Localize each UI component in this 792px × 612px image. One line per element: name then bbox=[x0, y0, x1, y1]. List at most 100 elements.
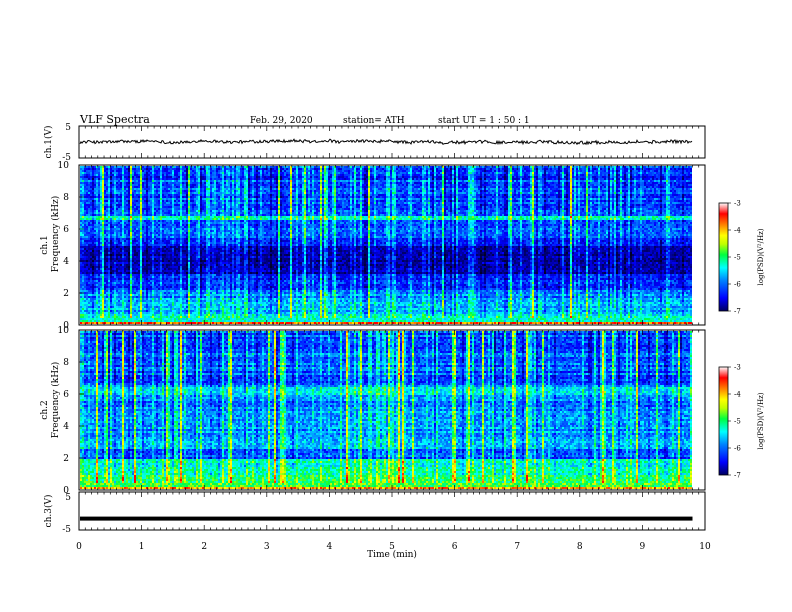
spectrogram-cell bbox=[188, 282, 190, 284]
spectrogram-cell bbox=[126, 226, 128, 228]
spectrogram-cell bbox=[118, 172, 120, 174]
spectrogram-cell bbox=[196, 228, 198, 230]
spectrogram-cell bbox=[184, 176, 186, 178]
spectrogram-cell bbox=[142, 168, 144, 170]
spectrogram-cell bbox=[138, 242, 140, 244]
spectrogram-cell bbox=[98, 272, 100, 274]
spectrogram-cell bbox=[142, 272, 144, 274]
spectrogram-cell bbox=[188, 276, 190, 278]
spectrogram-cell bbox=[80, 312, 82, 314]
spectrogram-cell bbox=[110, 248, 112, 250]
spectrogram-cell bbox=[158, 260, 160, 262]
spectrogram-cell bbox=[120, 194, 122, 196]
spectrogram-cell bbox=[120, 224, 122, 226]
spectrogram-cell bbox=[124, 178, 126, 180]
spectrogram-cell bbox=[190, 216, 192, 218]
spectrogram-cell bbox=[106, 304, 108, 306]
spectrogram-cell bbox=[140, 262, 142, 264]
spectrogram-cell bbox=[146, 318, 148, 320]
spectrogram-cell bbox=[160, 190, 162, 192]
spectrogram-cell bbox=[170, 214, 172, 216]
spectrogram-cell bbox=[108, 240, 110, 242]
spectrogram-cell bbox=[104, 168, 106, 170]
spectrogram-cell bbox=[164, 192, 166, 194]
spectrogram-cell bbox=[192, 318, 194, 320]
spectrogram-cell bbox=[108, 178, 110, 180]
spectrogram-cell bbox=[108, 274, 110, 276]
spectrogram-cell bbox=[134, 168, 136, 170]
spectrogram-cell bbox=[168, 250, 170, 252]
spectrogram-cell bbox=[188, 176, 190, 178]
spectrogram-cell bbox=[104, 234, 106, 236]
spectrogram-cell bbox=[118, 322, 120, 324]
spectrogram-cell bbox=[110, 222, 112, 224]
spectrogram-cell bbox=[142, 246, 144, 248]
station-label: station= ATH bbox=[343, 116, 405, 126]
spectrogram-cell bbox=[112, 256, 114, 258]
spectrogram-cell bbox=[194, 322, 196, 324]
spectrogram-cell bbox=[124, 260, 126, 262]
spectrogram-cell bbox=[130, 290, 132, 292]
spectrogram-cell bbox=[94, 190, 96, 192]
spectrogram-cell bbox=[182, 220, 184, 222]
spectrogram-cell bbox=[166, 194, 168, 196]
spectrogram-cell bbox=[128, 228, 130, 230]
spectrogram-cell bbox=[136, 232, 138, 234]
spectrogram-cell bbox=[122, 290, 124, 292]
spectrogram-cell bbox=[88, 168, 90, 170]
spectrogram-cell bbox=[162, 308, 164, 310]
spectrogram-cell bbox=[170, 270, 172, 272]
spectrogram-cell bbox=[136, 190, 138, 192]
spectrogram-cell bbox=[168, 312, 170, 314]
spectrogram-cell bbox=[94, 322, 96, 324]
spectrogram-cell bbox=[156, 314, 158, 316]
spectrogram-cell bbox=[110, 286, 112, 288]
spectrogram-cell bbox=[86, 264, 88, 266]
spectrogram-cell bbox=[198, 166, 200, 168]
spectrogram-cell bbox=[128, 286, 130, 288]
spectrogram-cell bbox=[164, 222, 166, 224]
spectrogram-cell bbox=[150, 226, 152, 228]
spectrogram-cell bbox=[180, 308, 182, 310]
spectrogram-cell bbox=[128, 174, 130, 176]
spectrogram-cell bbox=[118, 202, 120, 204]
spectrogram-cell bbox=[194, 300, 196, 302]
spectrogram-cell bbox=[196, 318, 198, 320]
spectrogram-cell bbox=[132, 170, 134, 172]
spectrogram-cell bbox=[168, 228, 170, 230]
spectrogram-cell bbox=[160, 320, 162, 322]
spectrogram-cell bbox=[114, 268, 116, 270]
spectrogram-cell bbox=[186, 284, 188, 286]
spectrogram-cell bbox=[168, 292, 170, 294]
spectrogram-cell bbox=[112, 180, 114, 182]
spectrogram-cell bbox=[168, 310, 170, 312]
spectrogram-cell bbox=[82, 314, 84, 316]
spectrogram-cell bbox=[136, 196, 138, 198]
spectrogram-cell bbox=[184, 200, 186, 202]
spectrogram-cell bbox=[126, 286, 128, 288]
spectrogram-cell bbox=[118, 292, 120, 294]
spectrogram-cell bbox=[104, 214, 106, 216]
spectrogram-cell bbox=[132, 318, 134, 320]
spectrogram-cell bbox=[156, 280, 158, 282]
spectrogram-cell bbox=[196, 170, 198, 172]
spectrogram-cell bbox=[96, 214, 98, 216]
spectrogram-cell bbox=[144, 236, 146, 238]
spectrogram-cell bbox=[130, 196, 132, 198]
spectrogram-cell bbox=[86, 320, 88, 322]
spectrogram-cell bbox=[176, 264, 178, 266]
spectrogram-cell bbox=[170, 278, 172, 280]
spectrogram-cell bbox=[158, 204, 160, 206]
spectrogram-cell bbox=[178, 176, 180, 178]
spectrogram-cell bbox=[86, 194, 88, 196]
spectrogram-cell bbox=[98, 240, 100, 242]
spectrogram-cell bbox=[84, 256, 86, 258]
spectrogram-cell bbox=[170, 286, 172, 288]
spectrogram-cell bbox=[94, 184, 96, 186]
spectrogram-cell bbox=[164, 308, 166, 310]
spectrogram-cell bbox=[104, 262, 106, 264]
spectrogram-cell bbox=[96, 196, 98, 198]
spectrogram-cell bbox=[176, 194, 178, 196]
spectrogram-cell bbox=[104, 198, 106, 200]
spectrogram-cell bbox=[80, 302, 82, 304]
